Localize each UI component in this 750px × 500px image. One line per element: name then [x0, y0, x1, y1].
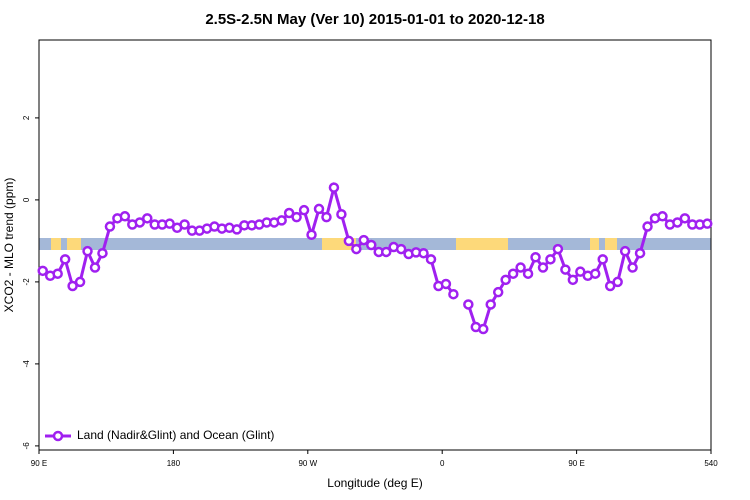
point — [657, 211, 668, 222]
point — [612, 276, 623, 288]
y-tick-label: -4 — [22, 360, 31, 368]
point — [567, 274, 579, 286]
point — [425, 254, 437, 265]
point — [463, 299, 474, 310]
land-strip — [590, 238, 599, 250]
point — [672, 217, 683, 228]
land-strip — [605, 238, 617, 250]
point — [448, 288, 459, 300]
point — [67, 280, 78, 292]
point — [343, 235, 355, 247]
point — [485, 299, 496, 310]
point — [522, 268, 534, 279]
x-tick-label: 540 — [704, 459, 718, 468]
point — [507, 268, 519, 279]
point — [500, 274, 511, 286]
point — [97, 247, 108, 259]
point — [560, 264, 571, 275]
point — [298, 204, 310, 216]
point — [545, 254, 556, 265]
y-tick-label: -6 — [22, 442, 31, 450]
point — [604, 280, 616, 292]
y-tick-label: 2 — [22, 115, 31, 120]
point — [530, 252, 541, 263]
y-axis-label: XCO2 - MLO trend (ppm) — [2, 178, 16, 313]
point — [575, 266, 586, 277]
point — [515, 262, 526, 273]
land-strip — [51, 238, 61, 250]
point — [134, 217, 146, 228]
x-tick-label: 180 — [167, 459, 181, 468]
plot-frame — [38, 39, 712, 451]
point — [313, 203, 325, 215]
point — [59, 254, 71, 265]
point — [276, 215, 287, 226]
point — [52, 268, 63, 279]
point — [395, 243, 407, 255]
point — [619, 245, 631, 257]
x-tick-label: 90 E — [568, 459, 584, 468]
point — [366, 239, 377, 251]
point — [702, 218, 713, 229]
point — [82, 245, 93, 257]
point — [478, 323, 489, 335]
point — [104, 221, 116, 232]
point — [37, 265, 48, 277]
point — [597, 254, 608, 265]
point — [119, 211, 131, 222]
x-tick-label: 0 — [440, 459, 445, 468]
x-axis-label: Longitude (deg E) — [327, 476, 422, 490]
point — [142, 213, 153, 224]
point — [164, 218, 175, 229]
legend-marker — [52, 430, 64, 442]
x-tick-label: 90 E — [31, 459, 47, 468]
legend-label: Land (Nadir&Glint) and Ocean (Glint) — [77, 428, 274, 442]
point — [74, 276, 86, 288]
point — [358, 234, 370, 246]
land-strip — [67, 238, 81, 250]
point — [328, 182, 340, 193]
point — [634, 247, 646, 259]
point — [552, 243, 564, 255]
point — [627, 262, 638, 273]
point — [336, 209, 347, 220]
point — [492, 286, 504, 298]
point — [537, 262, 549, 273]
point — [440, 278, 452, 290]
point — [89, 262, 101, 273]
point — [590, 268, 601, 279]
point — [679, 213, 691, 224]
point — [231, 224, 243, 235]
point — [351, 243, 362, 255]
point — [283, 207, 295, 219]
point — [179, 219, 190, 230]
point — [306, 229, 317, 240]
point — [380, 246, 392, 258]
y-tick-label: 0 — [22, 197, 31, 202]
x-tick-label: 90 W — [298, 459, 317, 468]
point — [291, 211, 302, 223]
point — [418, 247, 429, 259]
chart-title: 2.5S-2.5N May (Ver 10) 2015-01-01 to 202… — [205, 11, 544, 28]
y-tick-label: -2 — [22, 278, 31, 286]
land-strip — [456, 238, 508, 250]
point — [642, 221, 653, 232]
point — [321, 211, 332, 223]
